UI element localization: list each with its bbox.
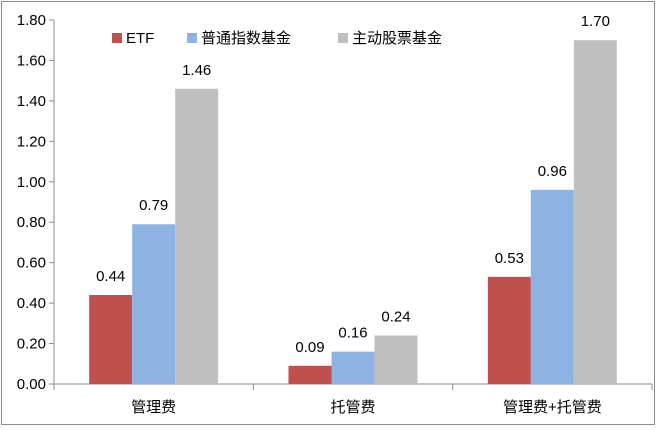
y-tick-label: 0.20 [17,336,46,353]
y-tick-label: 0.80 [17,214,46,231]
y-tick-label: 1.20 [17,133,46,150]
bars [89,40,617,384]
y-tick-label: 0.40 [17,295,46,312]
legend-swatch [187,33,197,43]
data-labels: 0.44 0.79 1.46 0.09 0.16 0.24 0.53 0.96 1.70 [96,13,610,356]
y-tick-label: 1.40 [17,93,46,110]
bar [573,40,617,384]
bar [288,365,332,384]
legend-label: 主动股票基金 [352,30,442,47]
axes: 0.00 0.20 0.40 0.60 0.80 1.00 1.20 1.40 1.60 1.80… [17,12,653,416]
bar [175,88,219,384]
legend-swatch [112,33,122,43]
legend-label: 普通指数基金 [201,30,291,47]
legend: ETF 普通指数基金 主动股票基金 [112,30,442,47]
data-label: 0.79 [139,197,168,214]
bar [331,351,375,384]
bar [530,189,574,384]
data-label: 0.24 [381,308,410,325]
x-category-label: 管理费 [131,399,176,416]
data-label: 1.70 [581,13,610,30]
data-label: 0.09 [295,339,324,356]
bar [374,335,418,384]
bar-chart: 0.00 0.20 0.40 0.60 0.80 1.00 1.20 1.40 1.60 1.80… [17,12,653,416]
legend-label: ETF [126,30,154,47]
data-label: 0.96 [538,163,567,180]
y-tick-label: 0.60 [17,255,46,272]
data-label: 1.46 [182,62,211,79]
chart-frame: 0.00 0.20 0.40 0.60 0.80 1.00 1.20 1.40 1.60 1.80… [1,1,655,425]
y-tick-label: 1.80 [17,12,46,29]
y-tick-label: 1.00 [17,174,46,191]
y-tick-label: 0.00 [17,376,46,393]
y-tick-label: 1.60 [17,52,46,69]
bar [487,276,531,384]
data-label: 0.16 [338,325,367,342]
bar [132,224,176,384]
data-label: 0.44 [96,268,125,285]
data-label: 0.53 [495,250,524,267]
bar [89,295,133,384]
legend-swatch [338,33,348,43]
x-category-label: 托管费 [330,399,375,416]
x-category-label: 管理费+托管费 [503,399,602,416]
